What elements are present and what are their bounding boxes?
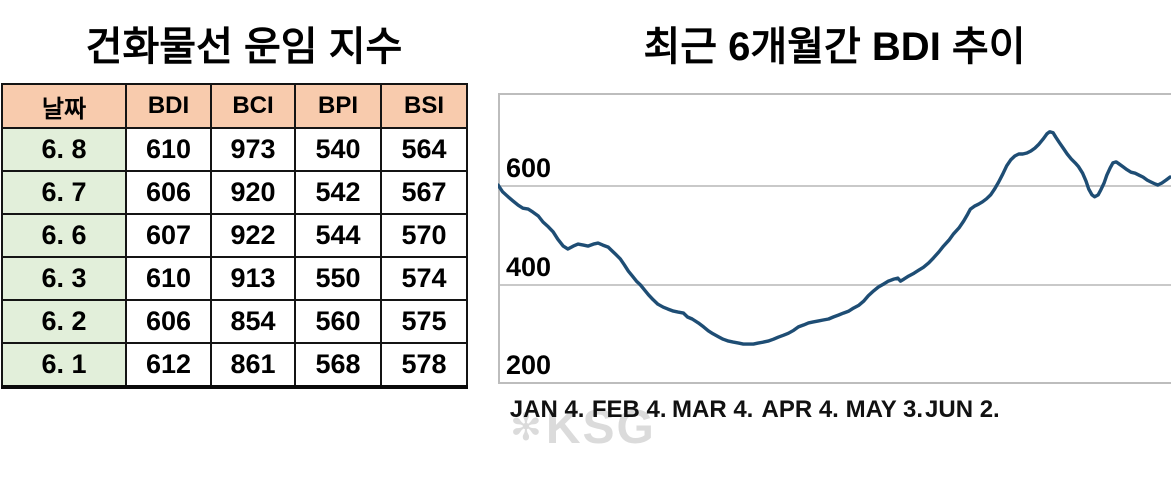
date-cell: 6. 8 bbox=[1, 127, 127, 172]
table-row: 6. 6 607 922 544 570 bbox=[1, 213, 468, 258]
value-cell: 542 bbox=[294, 170, 382, 215]
table-row: 6. 1 612 861 568 578 bbox=[1, 342, 468, 388]
table-header-cell-bdi: BDI bbox=[125, 83, 212, 129]
value-cell: 861 bbox=[210, 342, 296, 388]
value-cell: 540 bbox=[294, 127, 382, 172]
gridline-600 bbox=[500, 185, 1171, 187]
table-row: 6. 8 610 973 540 564 bbox=[1, 127, 468, 172]
value-cell: 922 bbox=[210, 213, 296, 258]
table-row: 6. 7 606 920 542 567 bbox=[1, 170, 468, 215]
value-cell: 913 bbox=[210, 256, 296, 301]
value-cell: 920 bbox=[210, 170, 296, 215]
x-axis-tick-label: JUN 2. bbox=[925, 396, 1000, 423]
value-cell: 854 bbox=[210, 299, 296, 344]
table-title: 건화물선 운임 지수 bbox=[85, 25, 403, 69]
value-cell: 560 bbox=[294, 299, 382, 344]
date-cell: 6. 1 bbox=[1, 342, 127, 388]
value-cell: 564 bbox=[380, 127, 468, 172]
date-cell: 6. 7 bbox=[1, 170, 127, 215]
value-cell: 612 bbox=[125, 342, 212, 388]
x-axis-tick-label: JAN 4. bbox=[509, 396, 585, 423]
value-cell: 578 bbox=[380, 342, 468, 388]
bdi-line-chart: 600 400 200 bbox=[498, 93, 1171, 384]
value-cell: 570 bbox=[380, 213, 468, 258]
table-row: 6. 2 606 854 560 575 bbox=[1, 299, 468, 344]
table-header-cell-bsi: BSI bbox=[380, 83, 468, 129]
value-cell: 973 bbox=[210, 127, 296, 172]
table-header-cell-bci: BCI bbox=[210, 83, 296, 129]
value-cell: 606 bbox=[125, 299, 212, 344]
freight-index-table: 날짜 BDI BCI BPI BSI 6. 8 610 973 540 564 6. 7 606 92… bbox=[1, 83, 468, 389]
table-header-row: 날짜 BDI BCI BPI BSI bbox=[1, 83, 468, 129]
date-cell: 6. 2 bbox=[1, 299, 127, 344]
y-axis-tick-label: 400 bbox=[506, 251, 552, 282]
table-header-cell-bpi: BPI bbox=[294, 83, 382, 129]
value-cell: 575 bbox=[380, 299, 468, 344]
x-axis-tick-label: APR 4. bbox=[761, 396, 839, 423]
value-cell: 610 bbox=[125, 256, 212, 301]
x-axis-tick-label: MAY 3. bbox=[845, 396, 923, 423]
value-cell: 550 bbox=[294, 256, 382, 301]
table-row: 6. 3 610 913 550 574 bbox=[1, 256, 468, 301]
chart-border-top bbox=[498, 93, 1171, 95]
value-cell: 610 bbox=[125, 127, 212, 172]
x-axis-tick-label: MAR 4. bbox=[672, 396, 754, 423]
value-cell: 544 bbox=[294, 213, 382, 258]
value-cell: 607 bbox=[125, 213, 212, 258]
value-cell: 568 bbox=[294, 342, 382, 388]
chart-border-bottom bbox=[498, 382, 1171, 384]
chart-border-left bbox=[498, 93, 500, 384]
y-axis-tick-label: 600 bbox=[506, 153, 552, 183]
y-axis-tick-label: 200 bbox=[506, 350, 552, 380]
gridline-400 bbox=[500, 283, 1171, 286]
date-cell: 6. 6 bbox=[1, 213, 127, 258]
date-cell: 6. 3 bbox=[1, 256, 127, 301]
x-axis-tick-label: FEB 4. bbox=[591, 396, 667, 423]
value-cell: 567 bbox=[380, 170, 468, 215]
value-cell: 606 bbox=[125, 170, 212, 215]
bdi-line-series bbox=[498, 130, 1171, 346]
value-cell: 574 bbox=[380, 256, 468, 301]
chart-title: 최근 6개월간 BDI 추이 bbox=[643, 25, 1026, 69]
table-header-cell-date: 날짜 bbox=[1, 83, 127, 129]
